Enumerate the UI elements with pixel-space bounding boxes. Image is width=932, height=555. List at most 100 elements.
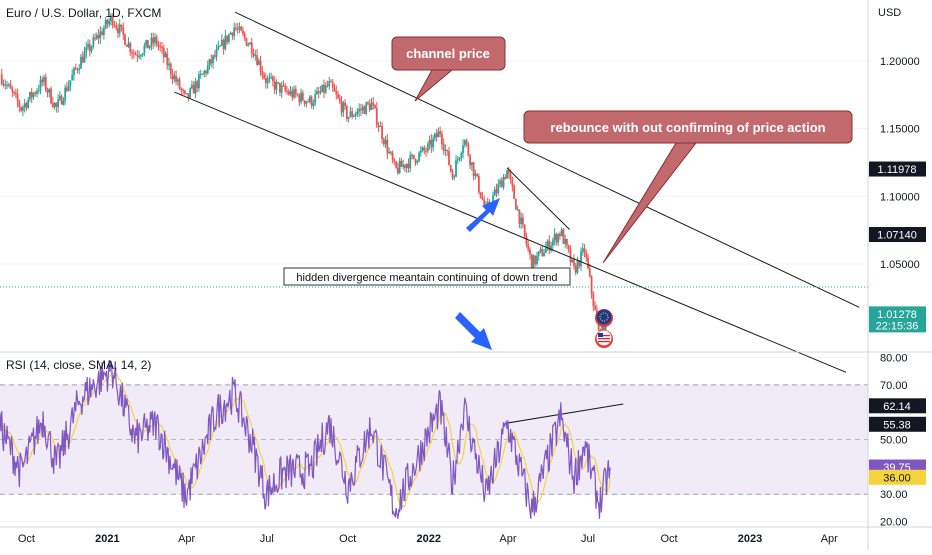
candle[interactable] (543, 253, 545, 257)
candle[interactable] (469, 155, 471, 166)
candle[interactable] (354, 114, 357, 116)
candle[interactable] (25, 103, 28, 108)
candle[interactable] (303, 100, 306, 104)
candle[interactable] (460, 153, 463, 158)
candle[interactable] (36, 91, 38, 94)
candle[interactable] (509, 173, 512, 180)
candle[interactable] (384, 139, 387, 145)
candle[interactable] (131, 52, 133, 54)
candle[interactable] (453, 176, 456, 178)
candle[interactable] (155, 37, 158, 45)
candle[interactable] (368, 103, 371, 111)
candle[interactable] (16, 94, 19, 102)
candle[interactable] (55, 102, 58, 108)
candle[interactable] (161, 47, 163, 49)
candle[interactable] (32, 92, 35, 98)
candle[interactable] (125, 44, 128, 47)
candle[interactable] (441, 134, 443, 145)
candle[interactable] (205, 71, 207, 74)
candle[interactable] (203, 71, 206, 74)
candle[interactable] (576, 260, 579, 273)
candle[interactable] (569, 249, 572, 263)
candle[interactable] (168, 63, 170, 66)
candle[interactable] (432, 138, 435, 148)
candle[interactable] (176, 79, 179, 82)
candle[interactable] (136, 54, 139, 57)
candle[interactable] (326, 85, 329, 87)
candle[interactable] (282, 85, 285, 87)
candle[interactable] (180, 88, 183, 91)
candle[interactable] (365, 102, 368, 114)
candle[interactable] (20, 107, 23, 111)
candle[interactable] (391, 153, 394, 161)
candle[interactable] (412, 154, 415, 159)
candle[interactable] (143, 45, 146, 54)
candle[interactable] (428, 140, 431, 145)
candle[interactable] (548, 240, 551, 251)
candle[interactable] (342, 102, 345, 113)
candle[interactable] (514, 198, 517, 210)
candle[interactable] (537, 251, 540, 256)
candle[interactable] (226, 35, 229, 42)
candle[interactable] (536, 255, 538, 264)
candle[interactable] (493, 189, 496, 196)
candle[interactable] (217, 45, 220, 50)
candle[interactable] (564, 238, 567, 244)
candle[interactable] (101, 31, 104, 35)
candle[interactable] (381, 126, 383, 139)
candle[interactable] (307, 101, 310, 103)
candle[interactable] (46, 90, 49, 93)
candle[interactable] (414, 158, 417, 163)
candle[interactable] (523, 224, 526, 236)
candle[interactable] (317, 91, 320, 93)
candle[interactable] (118, 24, 121, 34)
candle[interactable] (405, 163, 408, 169)
candle[interactable] (175, 75, 177, 82)
candle[interactable] (418, 152, 420, 162)
candle[interactable] (0, 74, 3, 85)
candle[interactable] (192, 84, 195, 94)
candle[interactable] (117, 28, 119, 34)
candle[interactable] (361, 106, 364, 111)
candle[interactable] (259, 60, 262, 72)
candle[interactable] (229, 32, 232, 35)
candle[interactable] (196, 81, 199, 89)
candle[interactable] (395, 161, 398, 168)
candle[interactable] (162, 47, 165, 58)
candle[interactable] (29, 91, 31, 100)
candle[interactable] (113, 25, 116, 27)
candle[interactable] (104, 19, 107, 29)
candle[interactable] (250, 42, 253, 54)
candle[interactable] (159, 45, 162, 48)
candle[interactable] (407, 163, 410, 169)
candle[interactable] (330, 81, 332, 83)
candle[interactable] (479, 192, 482, 198)
candle[interactable] (284, 85, 287, 91)
candle[interactable] (323, 84, 325, 93)
candle[interactable] (291, 90, 294, 98)
candle[interactable] (472, 162, 475, 176)
candle[interactable] (58, 95, 61, 100)
candle[interactable] (257, 60, 260, 65)
candle[interactable] (455, 160, 457, 177)
candle[interactable] (351, 111, 354, 117)
candle[interactable] (316, 91, 318, 95)
candle[interactable] (191, 84, 193, 89)
candle[interactable] (344, 102, 346, 107)
candle[interactable] (520, 217, 523, 224)
candle[interactable] (433, 133, 436, 139)
candle[interactable] (296, 94, 299, 96)
candle[interactable] (506, 170, 508, 179)
candle[interactable] (243, 33, 246, 39)
candle[interactable] (504, 177, 507, 179)
candle[interactable] (444, 149, 447, 151)
candle[interactable] (530, 254, 533, 271)
candle[interactable] (245, 38, 248, 46)
candle[interactable] (470, 162, 473, 166)
candle[interactable] (122, 26, 125, 35)
candle[interactable] (235, 27, 237, 29)
candle[interactable] (51, 103, 54, 107)
candle[interactable] (134, 53, 137, 55)
candle[interactable] (34, 92, 37, 94)
candle[interactable] (219, 45, 221, 47)
